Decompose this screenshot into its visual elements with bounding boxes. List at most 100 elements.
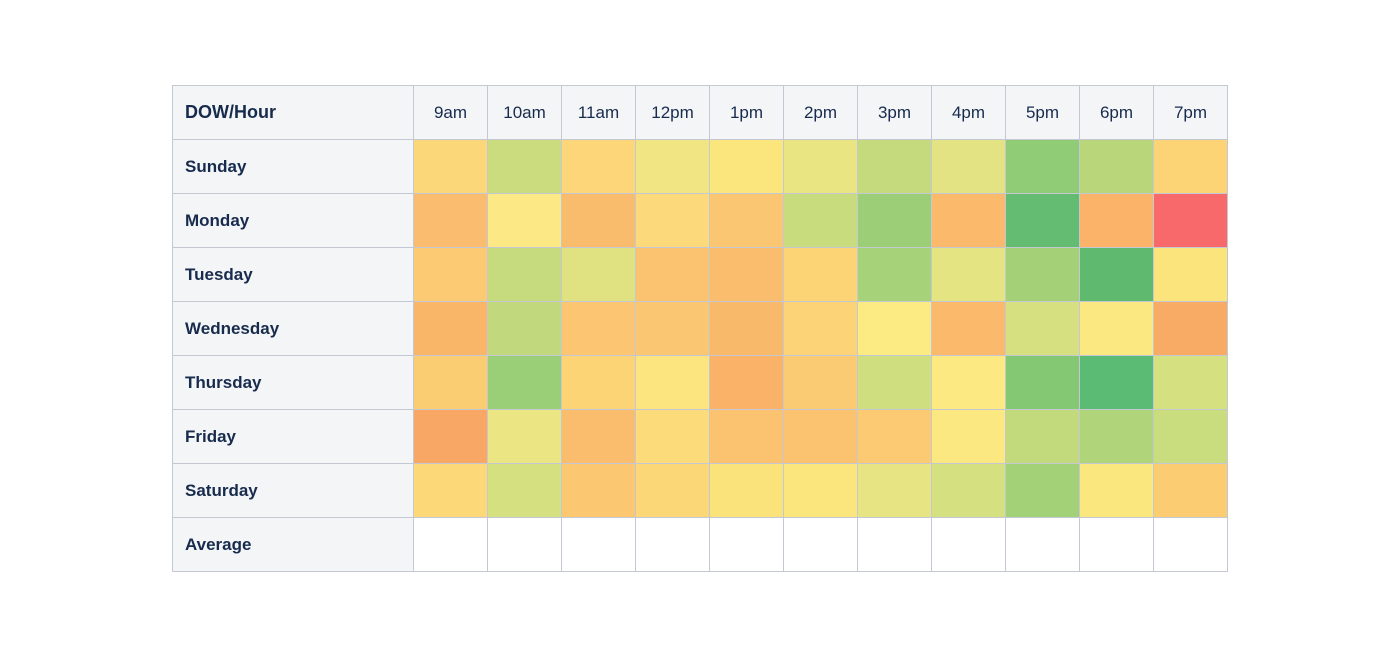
- day-label-friday: Friday: [172, 409, 414, 464]
- heatmap-cell-saturday-11am: [561, 463, 636, 518]
- average-cell-12pm: [635, 517, 710, 572]
- average-cell-6pm: [1079, 517, 1154, 572]
- header-row: DOW/Hour 9am 10am 11am 12pm 1pm 2pm 3pm 4pm 5pm 6…: [172, 85, 1228, 140]
- heatmap-cell-monday-7pm: [1153, 193, 1228, 248]
- heatmap-cell-thursday-5pm: [1005, 355, 1080, 410]
- heatmap-cell-friday-3pm: [857, 409, 932, 464]
- heatmap-cell-friday-2pm: [783, 409, 858, 464]
- average-label: Average: [172, 517, 414, 572]
- heatmap-cell-thursday-10am: [487, 355, 562, 410]
- heatmap-cell-sunday-5pm: [1005, 139, 1080, 194]
- heatmap-cell-tuesday-12pm: [635, 247, 710, 302]
- heatmap-cell-monday-10am: [487, 193, 562, 248]
- heatmap-cell-thursday-1pm: [709, 355, 784, 410]
- average-row: Average: [172, 517, 1228, 572]
- hour-header-9am: 9am: [413, 85, 488, 140]
- heatmap-cell-wednesday-10am: [487, 301, 562, 356]
- day-row-wednesday: Wednesday: [172, 301, 1228, 356]
- day-label-sunday: Sunday: [172, 139, 414, 194]
- hour-header-3pm: 3pm: [857, 85, 932, 140]
- heatmap-cell-wednesday-3pm: [857, 301, 932, 356]
- average-cell-5pm: [1005, 517, 1080, 572]
- heatmap-cell-monday-1pm: [709, 193, 784, 248]
- day-row-sunday: Sunday: [172, 139, 1228, 194]
- day-row-tuesday: Tuesday: [172, 247, 1228, 302]
- heatmap-cell-sunday-11am: [561, 139, 636, 194]
- heatmap-cell-thursday-3pm: [857, 355, 932, 410]
- heatmap-cell-thursday-2pm: [783, 355, 858, 410]
- average-cell-10am: [487, 517, 562, 572]
- heatmap-cell-tuesday-10am: [487, 247, 562, 302]
- heatmap-cell-wednesday-12pm: [635, 301, 710, 356]
- heatmap-cell-tuesday-6pm: [1079, 247, 1154, 302]
- day-row-friday: Friday: [172, 409, 1228, 464]
- average-cell-9am: [413, 517, 488, 572]
- heatmap-cell-friday-7pm: [1153, 409, 1228, 464]
- heatmap-cell-saturday-5pm: [1005, 463, 1080, 518]
- heatmap-cell-monday-11am: [561, 193, 636, 248]
- heatmap-cell-saturday-7pm: [1153, 463, 1228, 518]
- heatmap-cell-thursday-12pm: [635, 355, 710, 410]
- heatmap-cell-thursday-7pm: [1153, 355, 1228, 410]
- day-row-thursday: Thursday: [172, 355, 1228, 410]
- heatmap-cell-thursday-6pm: [1079, 355, 1154, 410]
- heatmap-cell-saturday-9am: [413, 463, 488, 518]
- heatmap-cell-wednesday-11am: [561, 301, 636, 356]
- heatmap-cell-friday-9am: [413, 409, 488, 464]
- heatmap-cell-monday-6pm: [1079, 193, 1154, 248]
- hour-header-5pm: 5pm: [1005, 85, 1080, 140]
- heatmap-cell-sunday-7pm: [1153, 139, 1228, 194]
- heatmap-cell-saturday-1pm: [709, 463, 784, 518]
- day-label-wednesday: Wednesday: [172, 301, 414, 356]
- heatmap-cell-thursday-4pm: [931, 355, 1006, 410]
- average-cell-2pm: [783, 517, 858, 572]
- average-cell-7pm: [1153, 517, 1228, 572]
- heatmap-cell-friday-6pm: [1079, 409, 1154, 464]
- heatmap-cell-wednesday-2pm: [783, 301, 858, 356]
- heatmap-cell-tuesday-9am: [413, 247, 488, 302]
- hour-header-11am: 11am: [561, 85, 636, 140]
- heatmap-cell-tuesday-2pm: [783, 247, 858, 302]
- corner-header-cell: DOW/Hour: [172, 85, 414, 140]
- heatmap-cell-tuesday-1pm: [709, 247, 784, 302]
- heatmap-cell-monday-3pm: [857, 193, 932, 248]
- heatmap-cell-wednesday-7pm: [1153, 301, 1228, 356]
- heatmap-cell-sunday-6pm: [1079, 139, 1154, 194]
- heatmap-cell-tuesday-7pm: [1153, 247, 1228, 302]
- heatmap-cell-saturday-12pm: [635, 463, 710, 518]
- heatmap-cell-sunday-3pm: [857, 139, 932, 194]
- hour-header-10am: 10am: [487, 85, 562, 140]
- dow-hour-heatmap-table: DOW/Hour 9am 10am 11am 12pm 1pm 2pm 3pm 4pm 5pm 6…: [172, 85, 1228, 572]
- heatmap-cell-tuesday-11am: [561, 247, 636, 302]
- heatmap-cell-friday-1pm: [709, 409, 784, 464]
- heatmap-body: Sunday Monday Tuesday Wednesday Thursday Frid…: [172, 139, 1228, 572]
- day-row-saturday: Saturday: [172, 463, 1228, 518]
- heatmap-cell-wednesday-6pm: [1079, 301, 1154, 356]
- average-cell-11am: [561, 517, 636, 572]
- day-label-monday: Monday: [172, 193, 414, 248]
- heatmap-cell-friday-11am: [561, 409, 636, 464]
- heatmap-cell-saturday-2pm: [783, 463, 858, 518]
- average-cell-4pm: [931, 517, 1006, 572]
- heatmap-header: DOW/Hour 9am 10am 11am 12pm 1pm 2pm 3pm 4pm 5pm 6…: [172, 85, 1228, 140]
- hour-header-12pm: 12pm: [635, 85, 710, 140]
- day-label-thursday: Thursday: [172, 355, 414, 410]
- heatmap-cell-saturday-6pm: [1079, 463, 1154, 518]
- heatmap-cell-sunday-4pm: [931, 139, 1006, 194]
- day-row-monday: Monday: [172, 193, 1228, 248]
- heatmap-cell-friday-4pm: [931, 409, 1006, 464]
- heatmap-cell-sunday-1pm: [709, 139, 784, 194]
- day-label-tuesday: Tuesday: [172, 247, 414, 302]
- average-cell-1pm: [709, 517, 784, 572]
- heatmap-cell-monday-12pm: [635, 193, 710, 248]
- hour-header-2pm: 2pm: [783, 85, 858, 140]
- heatmap-cell-wednesday-9am: [413, 301, 488, 356]
- heatmap-cell-tuesday-5pm: [1005, 247, 1080, 302]
- hour-header-6pm: 6pm: [1079, 85, 1154, 140]
- heatmap-cell-saturday-10am: [487, 463, 562, 518]
- heatmap-cell-friday-5pm: [1005, 409, 1080, 464]
- heatmap-cell-friday-10am: [487, 409, 562, 464]
- heatmap-cell-monday-9am: [413, 193, 488, 248]
- average-cell-3pm: [857, 517, 932, 572]
